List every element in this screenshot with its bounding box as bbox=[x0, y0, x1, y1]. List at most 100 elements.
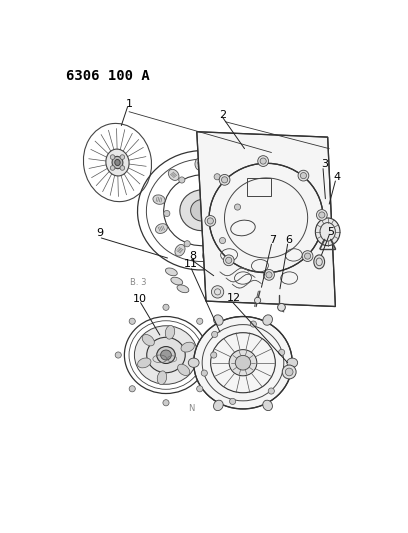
Ellipse shape bbox=[157, 371, 167, 385]
Ellipse shape bbox=[263, 400, 273, 410]
Ellipse shape bbox=[203, 250, 212, 262]
Ellipse shape bbox=[171, 277, 183, 285]
Circle shape bbox=[110, 166, 115, 170]
Ellipse shape bbox=[213, 315, 223, 325]
Circle shape bbox=[285, 368, 293, 376]
Ellipse shape bbox=[147, 337, 185, 373]
Circle shape bbox=[212, 332, 218, 337]
Text: 3: 3 bbox=[321, 159, 328, 169]
Circle shape bbox=[235, 204, 241, 210]
Ellipse shape bbox=[161, 350, 171, 360]
Ellipse shape bbox=[181, 342, 194, 352]
Ellipse shape bbox=[209, 163, 323, 273]
Text: 7: 7 bbox=[269, 235, 276, 245]
Circle shape bbox=[250, 321, 256, 327]
Circle shape bbox=[300, 173, 306, 179]
Circle shape bbox=[211, 352, 217, 358]
Ellipse shape bbox=[153, 195, 165, 204]
Circle shape bbox=[260, 158, 266, 164]
Ellipse shape bbox=[314, 255, 325, 269]
Text: 10: 10 bbox=[133, 294, 147, 304]
Polygon shape bbox=[197, 132, 335, 306]
Ellipse shape bbox=[155, 224, 167, 233]
Circle shape bbox=[115, 352, 121, 358]
Text: N: N bbox=[188, 405, 195, 414]
Circle shape bbox=[184, 241, 190, 247]
Circle shape bbox=[223, 255, 234, 265]
Ellipse shape bbox=[212, 257, 220, 272]
Circle shape bbox=[298, 170, 309, 181]
Circle shape bbox=[205, 215, 216, 227]
Circle shape bbox=[207, 218, 213, 224]
Circle shape bbox=[302, 251, 313, 262]
Ellipse shape bbox=[247, 221, 262, 229]
Circle shape bbox=[110, 155, 115, 159]
Circle shape bbox=[226, 257, 232, 263]
Ellipse shape bbox=[137, 358, 151, 368]
Circle shape bbox=[214, 174, 220, 180]
Text: 5: 5 bbox=[327, 227, 334, 237]
Ellipse shape bbox=[222, 166, 232, 177]
Text: B. 3: B. 3 bbox=[130, 278, 146, 287]
Circle shape bbox=[279, 349, 285, 356]
Ellipse shape bbox=[106, 149, 129, 176]
Ellipse shape bbox=[188, 358, 199, 367]
Text: 1: 1 bbox=[126, 99, 133, 109]
Circle shape bbox=[255, 297, 261, 303]
Circle shape bbox=[304, 253, 310, 259]
Ellipse shape bbox=[175, 245, 185, 256]
Ellipse shape bbox=[115, 159, 120, 166]
Circle shape bbox=[129, 318, 135, 325]
Ellipse shape bbox=[142, 335, 154, 346]
Ellipse shape bbox=[227, 238, 238, 249]
Circle shape bbox=[268, 388, 274, 394]
Ellipse shape bbox=[315, 218, 340, 246]
Circle shape bbox=[197, 386, 203, 392]
Text: 6306 100 A: 6306 100 A bbox=[66, 69, 150, 83]
Ellipse shape bbox=[134, 326, 197, 384]
Ellipse shape bbox=[235, 356, 251, 370]
Ellipse shape bbox=[169, 169, 179, 181]
Text: 12: 12 bbox=[227, 293, 241, 303]
Ellipse shape bbox=[157, 346, 175, 364]
Ellipse shape bbox=[194, 317, 292, 409]
Text: 4: 4 bbox=[333, 172, 341, 182]
Ellipse shape bbox=[191, 199, 214, 221]
Text: 2: 2 bbox=[220, 110, 226, 120]
Ellipse shape bbox=[234, 244, 246, 256]
Ellipse shape bbox=[263, 315, 273, 325]
Circle shape bbox=[230, 398, 236, 405]
Ellipse shape bbox=[213, 400, 223, 410]
Circle shape bbox=[197, 318, 203, 325]
Circle shape bbox=[129, 386, 135, 392]
Circle shape bbox=[258, 156, 268, 166]
Circle shape bbox=[201, 370, 207, 376]
Ellipse shape bbox=[112, 156, 123, 168]
Ellipse shape bbox=[229, 350, 257, 376]
Ellipse shape bbox=[177, 285, 189, 293]
Ellipse shape bbox=[165, 326, 175, 339]
Circle shape bbox=[264, 270, 275, 280]
Ellipse shape bbox=[180, 190, 224, 231]
Text: 11: 11 bbox=[184, 259, 197, 269]
Circle shape bbox=[163, 400, 169, 406]
Circle shape bbox=[120, 155, 125, 159]
Circle shape bbox=[164, 211, 170, 216]
Circle shape bbox=[211, 286, 224, 298]
Circle shape bbox=[222, 177, 228, 183]
Circle shape bbox=[179, 177, 185, 183]
Ellipse shape bbox=[195, 158, 204, 171]
Ellipse shape bbox=[287, 358, 298, 367]
Text: 9: 9 bbox=[96, 228, 103, 238]
Circle shape bbox=[220, 238, 226, 244]
Text: 6: 6 bbox=[286, 235, 293, 245]
Circle shape bbox=[319, 212, 325, 218]
Circle shape bbox=[317, 209, 327, 220]
Circle shape bbox=[277, 303, 285, 311]
Circle shape bbox=[120, 166, 125, 170]
Circle shape bbox=[163, 304, 169, 310]
Ellipse shape bbox=[166, 268, 177, 276]
Circle shape bbox=[282, 365, 296, 379]
Circle shape bbox=[219, 174, 230, 185]
Text: 8: 8 bbox=[189, 251, 197, 261]
